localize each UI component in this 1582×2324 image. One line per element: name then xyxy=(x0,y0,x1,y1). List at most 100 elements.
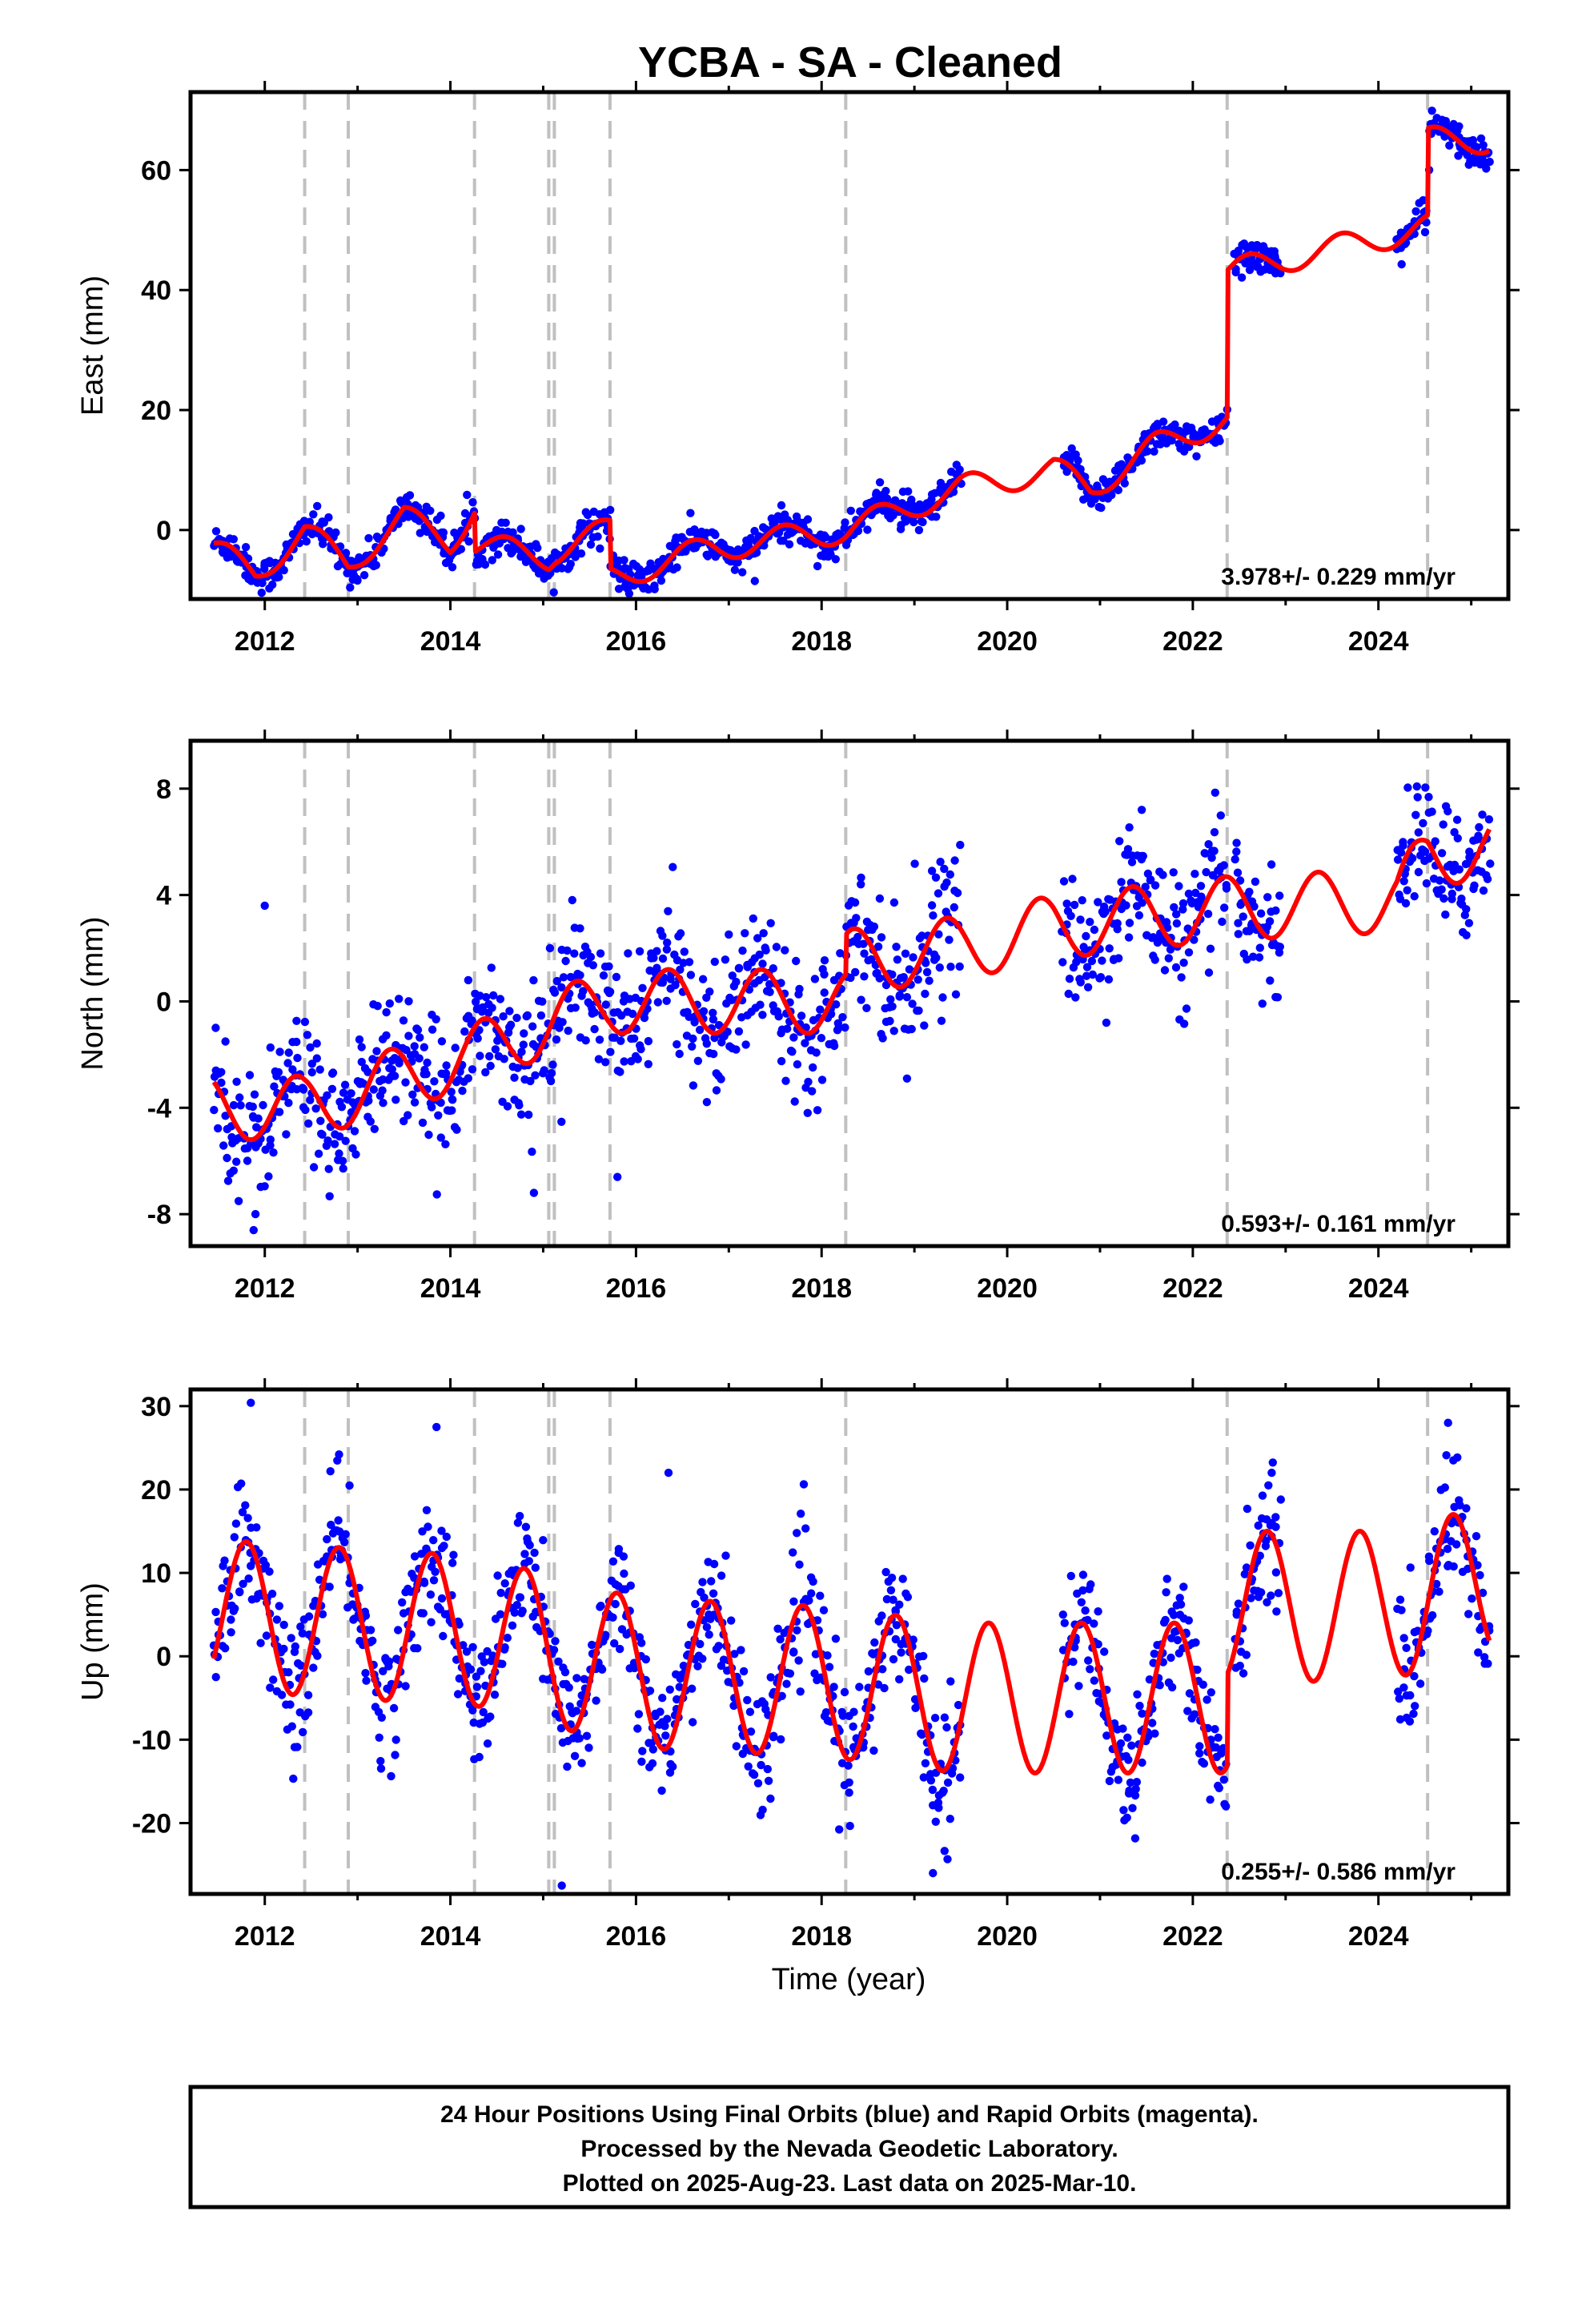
up-outlier-3 xyxy=(1267,1468,1276,1478)
up-point-225 xyxy=(429,1536,438,1545)
up-point-464 xyxy=(661,1731,670,1740)
north-point-169 xyxy=(373,1002,382,1011)
up-point-420 xyxy=(620,1569,628,1578)
east-ytick-label-1: 20 xyxy=(141,396,171,426)
east-point-506 xyxy=(703,552,713,561)
north-point-279 xyxy=(481,1068,490,1077)
north-point-1030 xyxy=(1437,885,1446,894)
north-point-802 xyxy=(1094,898,1102,907)
up-point-439 xyxy=(637,1757,646,1766)
north-point-917 xyxy=(1204,840,1213,849)
north-point-228 xyxy=(432,1190,441,1199)
x-axis-label: Time (year) xyxy=(772,1963,926,1996)
up-point-568 xyxy=(763,1764,772,1774)
north-point-941 xyxy=(1234,930,1243,939)
up-point-610 xyxy=(805,1596,813,1605)
north-point-711 xyxy=(901,949,910,959)
north-point-690 xyxy=(881,980,891,990)
north-point-310 xyxy=(512,1013,521,1023)
north-point-850 xyxy=(1138,851,1148,861)
north-point-897 xyxy=(1184,948,1194,957)
up-point-789 xyxy=(1081,1606,1090,1615)
north-point-681 xyxy=(873,942,883,951)
up-point-223 xyxy=(426,1590,436,1599)
north-point-249 xyxy=(451,1043,460,1052)
north-point-799 xyxy=(1090,925,1099,935)
north-point-750 xyxy=(940,864,949,874)
north-point-567 xyxy=(761,943,769,952)
north-point-597 xyxy=(792,956,801,966)
north-point-255 xyxy=(458,1086,467,1096)
north-point-260 xyxy=(464,1074,472,1083)
north-point-606 xyxy=(801,1039,809,1047)
up-point-741 xyxy=(931,1817,941,1826)
up-point-754 xyxy=(943,1855,952,1864)
north-point-492 xyxy=(689,1034,697,1043)
north-point-123 xyxy=(328,1068,338,1077)
north-point-266 xyxy=(468,1065,477,1074)
north-point-340 xyxy=(540,1066,548,1075)
up-xtick-label-3: 2018 xyxy=(791,1921,852,1952)
up-point-690 xyxy=(881,1567,890,1577)
up-point-738 xyxy=(928,1785,938,1795)
north-point-702 xyxy=(893,955,902,964)
north-point-797 xyxy=(1088,970,1098,979)
up-point-471 xyxy=(669,1762,677,1771)
north-point-733 xyxy=(922,967,932,977)
up-point-599 xyxy=(793,1529,801,1538)
north-point-23 xyxy=(232,1157,241,1166)
north-point-20 xyxy=(229,1166,238,1176)
up-point-263 xyxy=(466,1665,476,1674)
north-point-507 xyxy=(702,1098,712,1107)
north-point-135 xyxy=(341,1136,350,1145)
north-point-669 xyxy=(862,1003,871,1013)
north-xtick-label-1: 2014 xyxy=(420,1273,481,1304)
up-point-989 xyxy=(1397,1606,1406,1614)
up-point-1046 xyxy=(1452,1540,1461,1549)
up-point-410 xyxy=(610,1638,619,1648)
north-point-360 xyxy=(559,973,568,982)
north-point-473 xyxy=(671,980,680,990)
north-point-936 xyxy=(1231,854,1239,864)
north-point-745 xyxy=(935,963,945,972)
north-plot-area xyxy=(210,741,1495,1246)
north-point-311 xyxy=(513,1063,522,1072)
north-point-218 xyxy=(423,1058,432,1068)
up-point-643 xyxy=(835,1825,844,1834)
north-point-696 xyxy=(888,1002,897,1011)
north-point-1012 xyxy=(1420,847,1430,856)
up-point-783 xyxy=(1074,1682,1083,1691)
up-ytick-label-0: -20 xyxy=(132,1808,171,1839)
north-point-12 xyxy=(221,1037,230,1046)
north-point-128 xyxy=(335,1149,343,1158)
up-point-1065 xyxy=(1472,1532,1481,1541)
north-point-287 xyxy=(489,991,498,1000)
east-point-386 xyxy=(586,540,596,549)
up-point-844 xyxy=(1132,1778,1142,1787)
up-point-798 xyxy=(1090,1619,1098,1628)
up-point-778 xyxy=(1070,1642,1079,1652)
up-point-435 xyxy=(634,1710,644,1719)
up-point-838 xyxy=(1127,1741,1136,1750)
north-point-375 xyxy=(576,971,584,980)
north-ytick-label-2: 0 xyxy=(156,987,171,1017)
north-point-74 xyxy=(282,1130,291,1139)
north-point-805 xyxy=(1096,973,1106,982)
up-point-653 xyxy=(845,1778,853,1787)
north-point-329 xyxy=(529,975,538,985)
up-point-719 xyxy=(911,1703,920,1712)
north-ytick-label-4: 8 xyxy=(156,774,171,805)
up-point-375 xyxy=(575,1734,584,1743)
up-point-730 xyxy=(921,1759,930,1767)
north-point-894 xyxy=(1182,1004,1191,1013)
up-point-882 xyxy=(1169,1610,1178,1619)
north-point-664 xyxy=(857,873,865,883)
east-point-316 xyxy=(516,525,525,533)
north-point-140 xyxy=(347,1089,355,1098)
north-y-axis-label: North (mm) xyxy=(76,916,110,1070)
up-point-84 xyxy=(291,1642,299,1651)
footer-line-2: Processed by the Nevada Geodetic Laborat… xyxy=(580,2136,1118,2162)
up-point-569 xyxy=(764,1776,773,1785)
up-point-186 xyxy=(391,1751,400,1759)
east-point-592 xyxy=(785,540,794,549)
